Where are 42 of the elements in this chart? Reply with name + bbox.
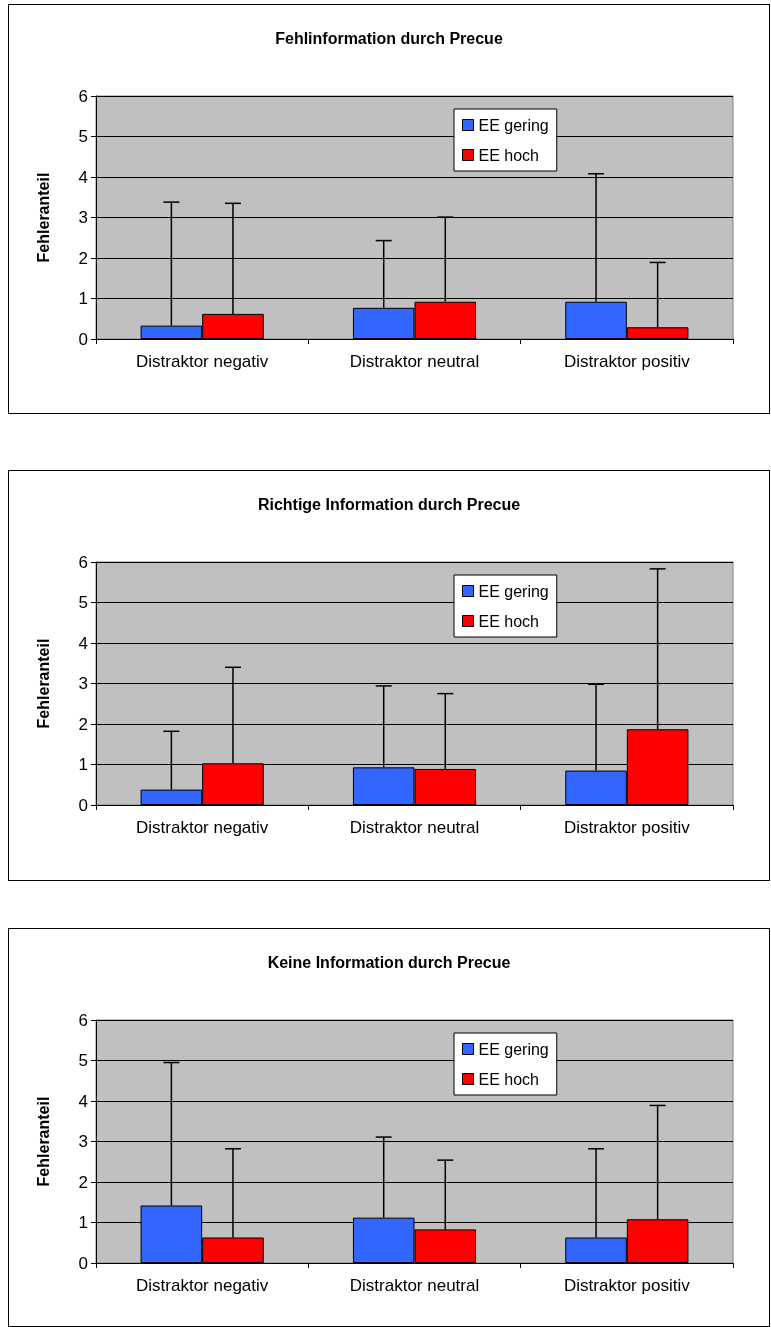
y-tick-label: 6 — [78, 1010, 88, 1030]
y-tick-label: 4 — [78, 633, 88, 653]
x-tick-label: Distraktor neutral — [349, 818, 480, 837]
legend-label: EE hoch — [478, 146, 539, 164]
y-axis-title: Fehleranteil — [34, 1096, 52, 1187]
y-tick-label: 4 — [78, 167, 88, 187]
x-tick-label: Distraktor neutral — [349, 352, 480, 371]
x-tick-label: Distraktor positiv — [564, 1276, 691, 1295]
y-tick-label: 3 — [78, 208, 88, 227]
chart-title: Keine Information durch Precue — [267, 953, 511, 971]
y-tick-label: 6 — [78, 86, 88, 106]
legend-label: EE gering — [478, 116, 549, 134]
y-tick-label: 5 — [78, 1051, 88, 1070]
x-tick-label: Distraktor negativ — [136, 1276, 269, 1295]
chart-title: Richtige Information durch Precue — [257, 495, 521, 513]
y-tick-label: 1 — [78, 755, 88, 774]
y-tick-label: 0 — [78, 1253, 88, 1273]
x-tick-label: Distraktor negativ — [136, 352, 269, 371]
y-tick-label: 6 — [78, 552, 88, 572]
y-tick-label: 1 — [78, 289, 88, 308]
x-tick-label: Distraktor positiv — [564, 352, 691, 371]
y-tick-label: 1 — [78, 1213, 88, 1232]
x-tick-label: Distraktor positiv — [564, 818, 691, 837]
y-tick-label: 2 — [78, 714, 88, 734]
y-tick-label: 3 — [78, 674, 88, 693]
y-tick-label: 2 — [78, 248, 88, 268]
y-tick-label: 0 — [78, 795, 88, 815]
legend-label: EE hoch — [478, 1070, 539, 1088]
chart-title: Fehlinformation durch Precue — [275, 29, 503, 47]
legend-label: EE gering — [478, 1040, 549, 1058]
y-axis-title: Fehleranteil — [34, 172, 52, 263]
legend-label: EE hoch — [478, 612, 539, 630]
y-tick-label: 5 — [78, 127, 88, 146]
legend-label: EE gering — [478, 582, 549, 600]
y-axis-title: Fehleranteil — [34, 638, 52, 729]
x-tick-label: Distraktor neutral — [349, 1276, 480, 1295]
x-tick-label: Distraktor negativ — [136, 818, 269, 837]
y-tick-label: 2 — [78, 1172, 88, 1192]
y-tick-label: 5 — [78, 593, 88, 612]
y-tick-label: 0 — [78, 329, 88, 349]
y-tick-label: 4 — [78, 1091, 88, 1111]
y-tick-label: 3 — [78, 1132, 88, 1151]
